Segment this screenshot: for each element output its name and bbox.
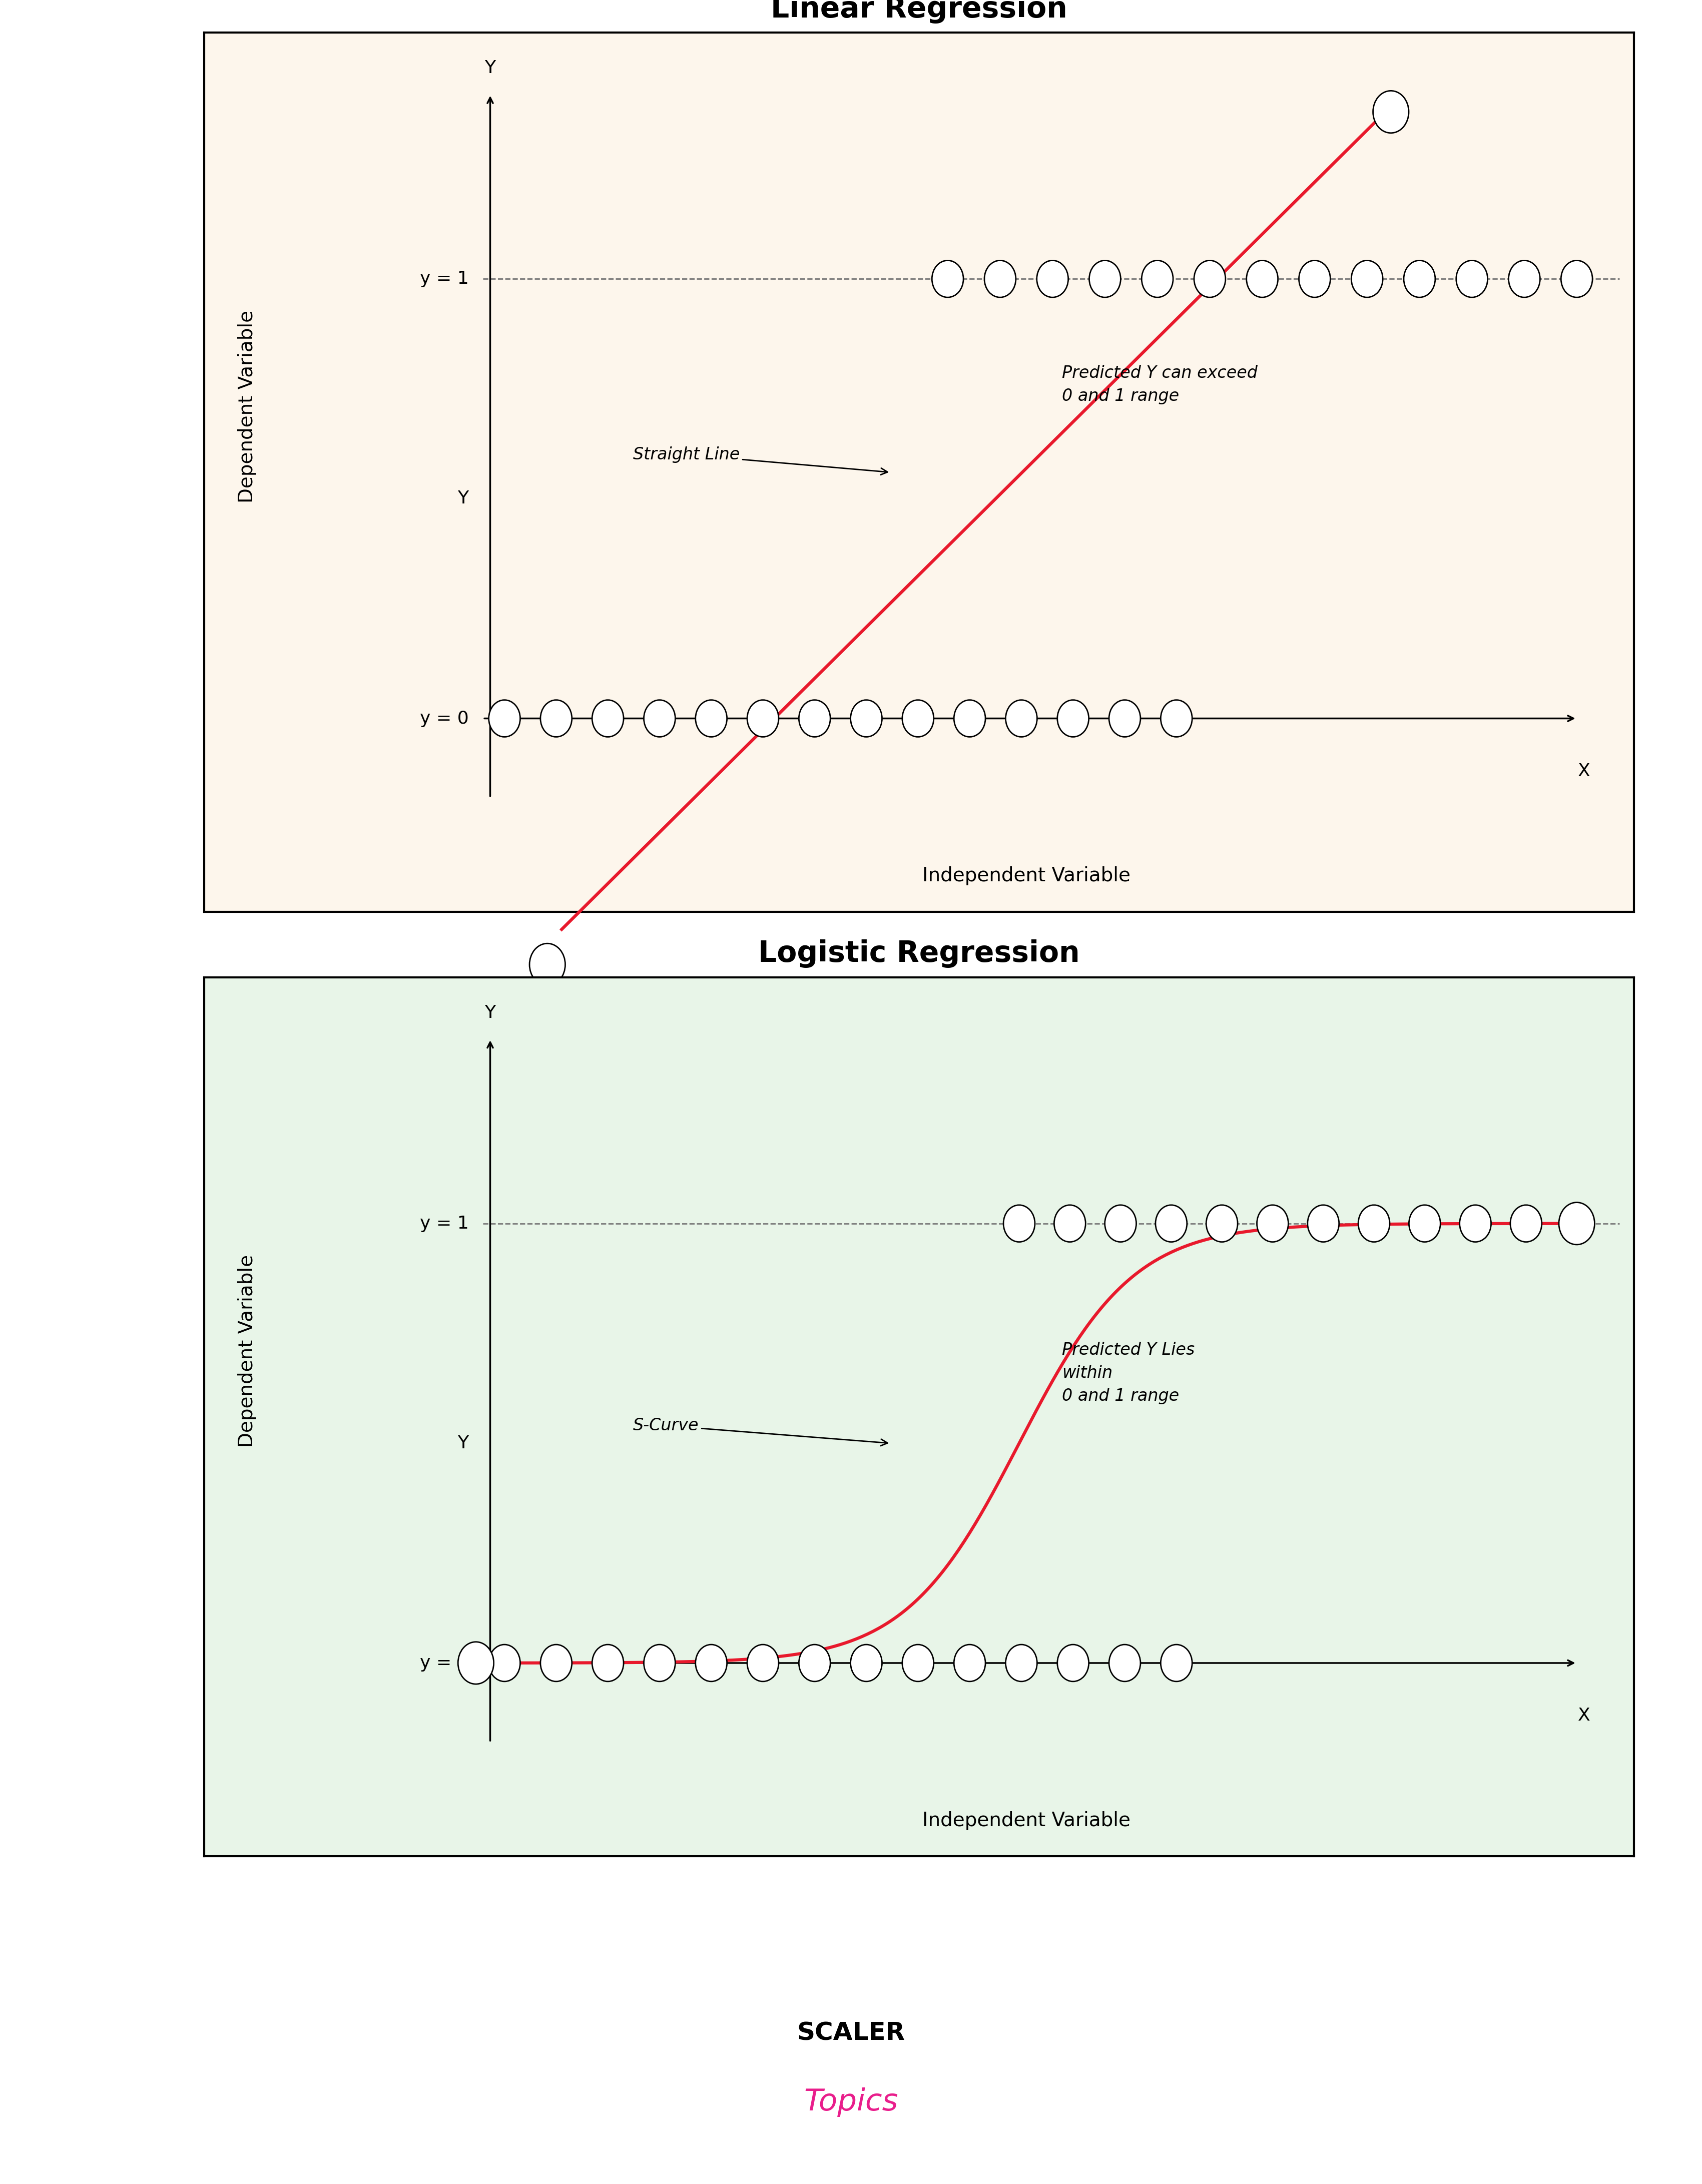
Ellipse shape bbox=[1105, 1206, 1137, 1243]
Ellipse shape bbox=[1057, 1645, 1089, 1682]
Text: Predicted Y Lies
within
0 and 1 range: Predicted Y Lies within 0 and 1 range bbox=[1062, 1341, 1195, 1404]
Ellipse shape bbox=[1351, 260, 1382, 297]
Text: y = 1: y = 1 bbox=[420, 271, 468, 288]
Ellipse shape bbox=[1358, 1206, 1391, 1243]
Ellipse shape bbox=[798, 1645, 831, 1682]
Ellipse shape bbox=[696, 1645, 727, 1682]
Text: Y: Y bbox=[458, 489, 468, 507]
Ellipse shape bbox=[747, 699, 778, 736]
Ellipse shape bbox=[488, 699, 521, 736]
Ellipse shape bbox=[984, 260, 1016, 297]
Ellipse shape bbox=[643, 699, 676, 736]
Text: X: X bbox=[1578, 1708, 1590, 1723]
Title: Linear Regression: Linear Regression bbox=[771, 0, 1067, 24]
Ellipse shape bbox=[1006, 1645, 1037, 1682]
Text: Predicted Y can exceed
0 and 1 range: Predicted Y can exceed 0 and 1 range bbox=[1062, 365, 1258, 404]
Ellipse shape bbox=[643, 1645, 676, 1682]
Ellipse shape bbox=[1510, 1206, 1542, 1243]
Text: y = 0: y = 0 bbox=[420, 1655, 468, 1671]
Title: Logistic Regression: Logistic Regression bbox=[759, 939, 1079, 968]
Ellipse shape bbox=[1161, 1645, 1191, 1682]
Ellipse shape bbox=[1457, 260, 1488, 297]
Ellipse shape bbox=[851, 1645, 882, 1682]
Ellipse shape bbox=[1110, 699, 1140, 736]
Ellipse shape bbox=[1110, 1645, 1140, 1682]
Ellipse shape bbox=[1207, 1206, 1237, 1243]
Ellipse shape bbox=[1508, 260, 1540, 297]
Ellipse shape bbox=[1374, 92, 1409, 133]
Ellipse shape bbox=[541, 1645, 572, 1682]
Ellipse shape bbox=[1195, 260, 1225, 297]
Ellipse shape bbox=[592, 699, 623, 736]
Ellipse shape bbox=[902, 699, 934, 736]
Ellipse shape bbox=[1142, 260, 1173, 297]
Ellipse shape bbox=[1307, 1206, 1339, 1243]
Ellipse shape bbox=[747, 1645, 778, 1682]
Text: Dependent Variable: Dependent Variable bbox=[238, 310, 257, 502]
Ellipse shape bbox=[1004, 1206, 1035, 1243]
Ellipse shape bbox=[953, 1645, 985, 1682]
Text: Independent Variable: Independent Variable bbox=[922, 1811, 1130, 1830]
Text: Dependent Variable: Dependent Variable bbox=[238, 1254, 257, 1448]
Ellipse shape bbox=[851, 699, 882, 736]
Ellipse shape bbox=[458, 1642, 494, 1684]
Ellipse shape bbox=[1156, 1206, 1186, 1243]
Ellipse shape bbox=[1006, 699, 1037, 736]
Ellipse shape bbox=[529, 943, 565, 985]
Ellipse shape bbox=[1246, 260, 1278, 297]
Ellipse shape bbox=[1256, 1206, 1288, 1243]
Text: SCALER: SCALER bbox=[797, 2022, 905, 2044]
Ellipse shape bbox=[1561, 1206, 1593, 1243]
Text: Y: Y bbox=[485, 1005, 495, 1022]
Ellipse shape bbox=[592, 1645, 623, 1682]
Text: y = 0: y = 0 bbox=[420, 710, 468, 727]
Text: Y: Y bbox=[458, 1435, 468, 1452]
Ellipse shape bbox=[798, 699, 831, 736]
Text: X: X bbox=[1578, 762, 1590, 780]
Ellipse shape bbox=[1559, 1203, 1595, 1245]
Ellipse shape bbox=[1089, 260, 1120, 297]
Ellipse shape bbox=[1404, 260, 1435, 297]
Ellipse shape bbox=[541, 699, 572, 736]
Ellipse shape bbox=[953, 699, 985, 736]
Text: Topics: Topics bbox=[803, 2088, 899, 2116]
Ellipse shape bbox=[1054, 1206, 1086, 1243]
Ellipse shape bbox=[1409, 1206, 1440, 1243]
Text: S-Curve: S-Curve bbox=[633, 1417, 887, 1446]
Ellipse shape bbox=[1161, 699, 1191, 736]
Ellipse shape bbox=[1299, 260, 1331, 297]
Text: Straight Line: Straight Line bbox=[633, 446, 887, 474]
Ellipse shape bbox=[696, 699, 727, 736]
Text: Independent Variable: Independent Variable bbox=[922, 867, 1130, 885]
Ellipse shape bbox=[1057, 699, 1089, 736]
Text: Y: Y bbox=[485, 59, 495, 76]
Ellipse shape bbox=[1561, 260, 1593, 297]
Text: y = 1: y = 1 bbox=[420, 1214, 468, 1232]
Ellipse shape bbox=[488, 1645, 521, 1682]
Ellipse shape bbox=[1037, 260, 1069, 297]
Ellipse shape bbox=[933, 260, 963, 297]
Ellipse shape bbox=[1460, 1206, 1491, 1243]
Ellipse shape bbox=[902, 1645, 934, 1682]
